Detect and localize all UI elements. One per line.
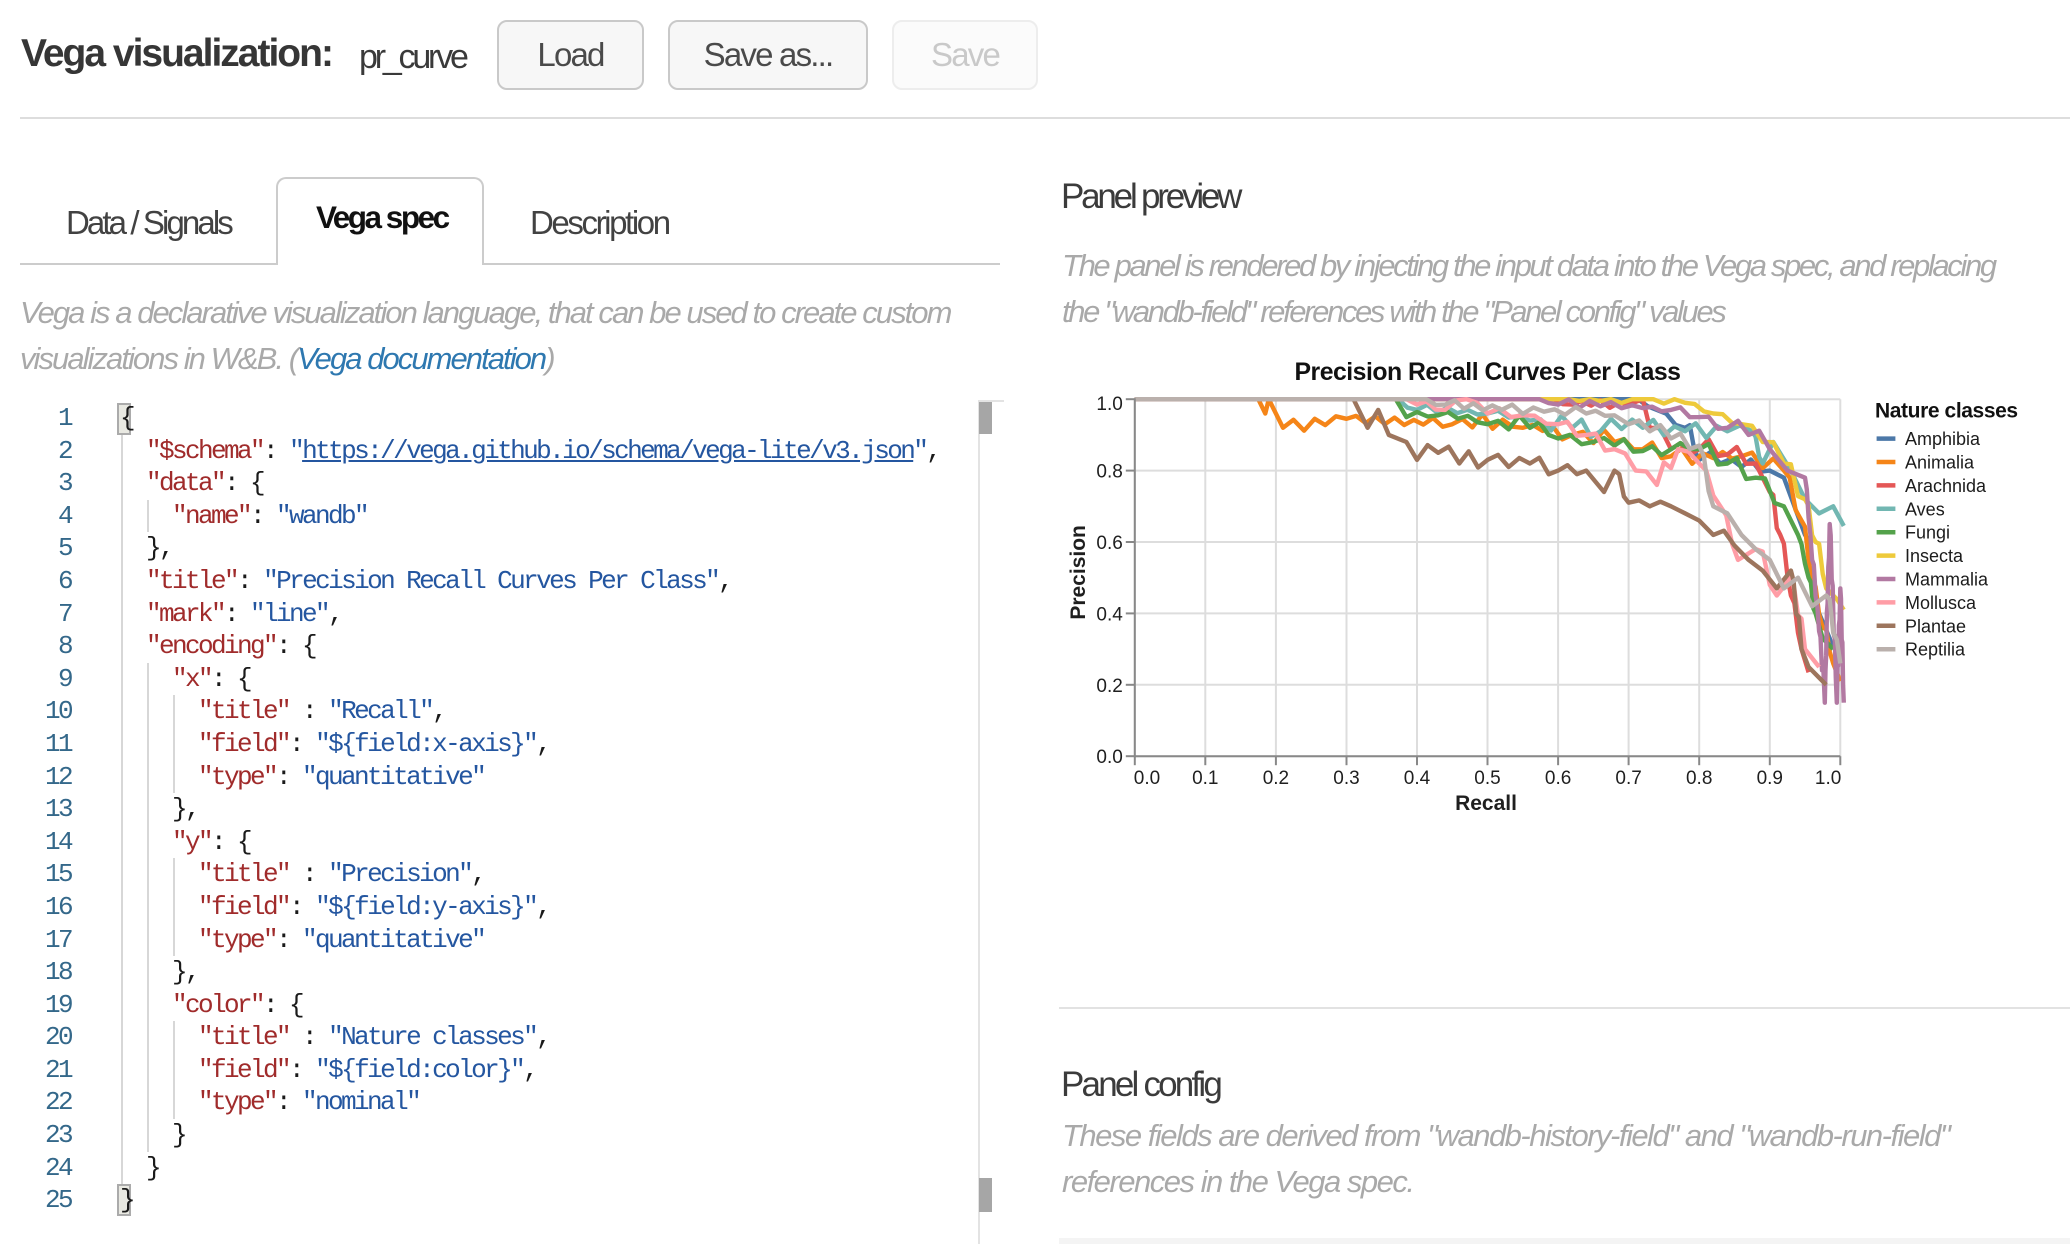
svg-text:Precision Recall Curves Per Cl: Precision Recall Curves Per Class — [1295, 359, 1681, 386]
svg-text:0.0: 0.0 — [1096, 747, 1122, 768]
svg-text:0.5: 0.5 — [1474, 768, 1500, 789]
svg-text:1.0: 1.0 — [1096, 394, 1122, 415]
svg-text:Animalia: Animalia — [1905, 453, 1975, 473]
svg-text:Mollusca: Mollusca — [1905, 593, 1977, 613]
svg-text:0.8: 0.8 — [1686, 768, 1712, 789]
svg-text:Insecta: Insecta — [1905, 546, 1964, 566]
svg-text:0.0: 0.0 — [1134, 768, 1160, 789]
svg-text:0.7: 0.7 — [1615, 768, 1641, 789]
svg-text:0.2: 0.2 — [1096, 676, 1122, 697]
svg-text:Reptilia: Reptilia — [1905, 640, 1966, 660]
svg-text:0.2: 0.2 — [1263, 768, 1289, 789]
svg-text:Precision: Precision — [1067, 525, 1090, 620]
svg-text:Amphibia: Amphibia — [1905, 429, 1981, 449]
svg-text:0.4: 0.4 — [1096, 604, 1123, 625]
svg-text:Fungi: Fungi — [1905, 523, 1950, 543]
svg-text:0.1: 0.1 — [1192, 768, 1218, 789]
svg-text:Aves: Aves — [1905, 499, 1945, 519]
svg-text:0.4: 0.4 — [1404, 768, 1431, 789]
svg-text:Mammalia: Mammalia — [1905, 570, 1989, 590]
svg-text:0.3: 0.3 — [1333, 768, 1359, 789]
svg-text:Arachnida: Arachnida — [1905, 476, 1987, 496]
svg-text:Recall: Recall — [1455, 792, 1517, 815]
svg-text:0.8: 0.8 — [1096, 462, 1122, 483]
svg-text:0.6: 0.6 — [1096, 533, 1122, 554]
svg-text:1.0: 1.0 — [1815, 768, 1841, 789]
svg-text:0.9: 0.9 — [1757, 768, 1783, 789]
svg-text:Plantae: Plantae — [1905, 616, 1966, 636]
svg-text:Nature classes: Nature classes — [1875, 400, 2018, 423]
svg-text:0.6: 0.6 — [1545, 768, 1571, 789]
